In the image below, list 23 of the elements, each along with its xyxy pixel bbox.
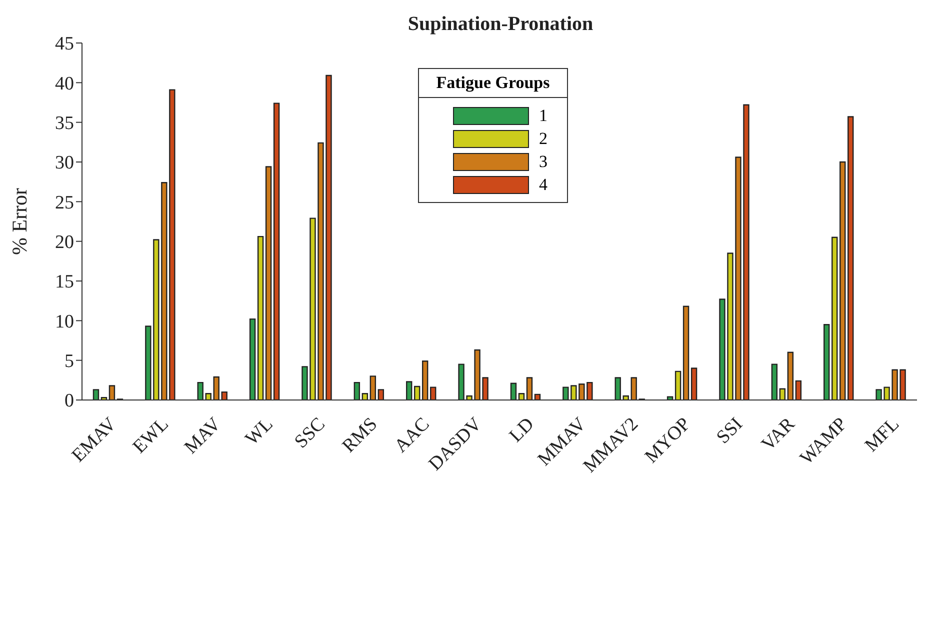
legend-label: 2 xyxy=(539,128,548,148)
x-tick-label: LD xyxy=(505,414,538,446)
legend-label: 4 xyxy=(539,174,548,194)
legend-title: Fatigue Groups xyxy=(419,73,567,98)
x-tick-label: WL xyxy=(242,414,278,450)
y-tick-label: 45 xyxy=(55,34,74,55)
legend-label: 1 xyxy=(539,106,548,126)
y-tick-label: 35 xyxy=(55,113,74,134)
y-tick-label: 40 xyxy=(55,73,74,94)
y-tick-label: 5 xyxy=(64,351,74,372)
y-tick-label: 15 xyxy=(55,272,74,293)
y-axis-title: % Error xyxy=(7,188,32,256)
legend-label: 3 xyxy=(539,152,548,172)
chart-title: Supination-Pronation xyxy=(408,13,594,35)
y-tick-label: 10 xyxy=(55,311,74,332)
x-tick-label: MFL xyxy=(861,414,904,456)
y-tick-label: 30 xyxy=(55,152,74,174)
y-tick-label: 0 xyxy=(64,390,74,412)
x-tick-label: VAR xyxy=(758,414,800,456)
y-tick-label: 20 xyxy=(55,232,74,254)
x-tick-label: SSC xyxy=(290,414,330,452)
y-tick-label: 25 xyxy=(55,192,74,214)
x-tick-label: SSI xyxy=(712,414,747,448)
